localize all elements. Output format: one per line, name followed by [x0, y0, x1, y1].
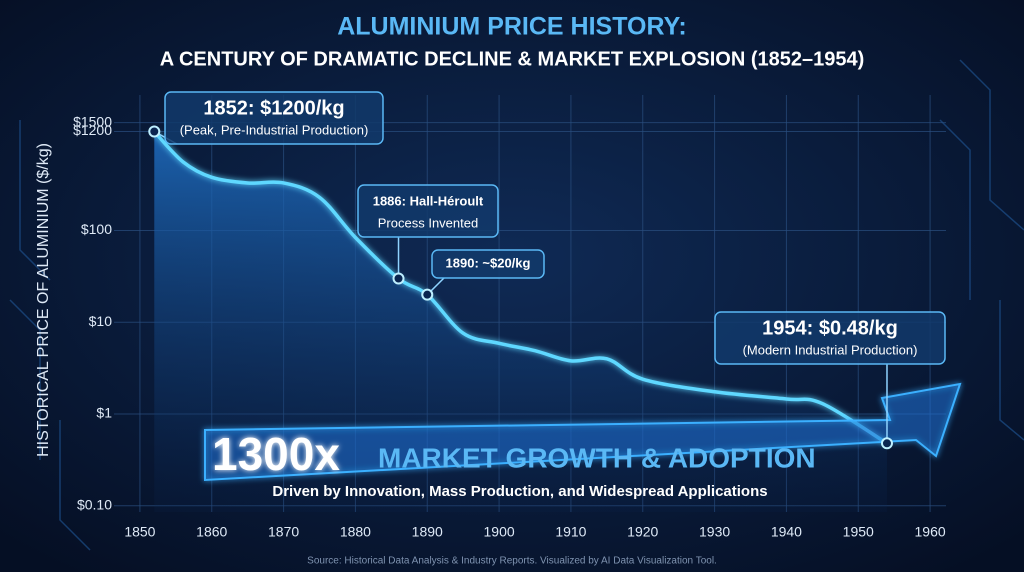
y-axis-label: HISTORICAL PRICE OF ALUMINIUM ($/kg): [35, 143, 52, 457]
x-tick-label: 1930: [699, 524, 730, 540]
x-tick-label: 1920: [627, 524, 658, 540]
callout-box: [714, 311, 946, 365]
y-tick-label: $0.10: [77, 496, 112, 512]
y-tick-label: $1500: [73, 113, 112, 129]
x-tick-label: 1960: [915, 524, 946, 540]
x-tick-label: 1850: [124, 524, 155, 540]
y-tick-label: $100: [81, 221, 112, 237]
annotations: 1852: $1200/kg (Peak, Pre-Industrial Prod…: [148, 91, 946, 450]
x-tick-label: 1940: [771, 524, 802, 540]
x-tick-label: 1910: [555, 524, 586, 540]
price-line: [153, 130, 888, 445]
y-tick-label: $1: [96, 405, 112, 421]
y-tick-label: $1200: [73, 122, 112, 138]
y-tick-label: $10: [89, 313, 113, 329]
highlight-point: [421, 288, 434, 301]
highlight-point: [880, 437, 893, 450]
x-tick-label: 1860: [196, 524, 227, 540]
x-tick-label: 1870: [268, 524, 299, 540]
highlight-point: [392, 272, 405, 285]
growth-arrow: [204, 382, 962, 482]
callout-detail: (Modern Industrial Production): [743, 342, 918, 357]
price-area: [154, 131, 887, 512]
chart-subtitle: A CENTURY OF DRAMATIC DECLINE & MARKET E…: [160, 48, 865, 70]
x-tick-label: 1890: [412, 524, 443, 540]
callout-title: 1886: Hall-Héroult: [373, 193, 484, 208]
callout-detail: Process Invented: [378, 215, 478, 230]
x-tick-label: 1880: [340, 524, 371, 540]
callout-title: 1852: $1200/kg: [203, 97, 344, 119]
callout-box: [357, 184, 499, 238]
circuit-decoration: [9, 59, 1024, 551]
plot: [153, 130, 888, 512]
callout-title: 1890: ~$20/kg: [446, 255, 531, 270]
x-tick-label: 1900: [484, 524, 515, 540]
source-note: Source: Historical Data Analysis & Indus…: [307, 556, 717, 567]
chart-title: ALUMINIUM PRICE HISTORY:: [337, 13, 687, 41]
highlight-point: [148, 125, 161, 138]
callout-box: [164, 91, 384, 145]
callout-box: [431, 249, 545, 279]
growth-figure: 1300x: [212, 428, 340, 480]
x-tick-label: 1950: [843, 524, 874, 540]
callout-title: 1954: $0.48/kg: [762, 317, 898, 339]
callout-detail: (Peak, Pre-Industrial Production): [180, 122, 369, 137]
growth-headline: MARKET GROWTH & ADOPTION: [378, 442, 816, 473]
growth-caption: Driven by Innovation, Mass Production, a…: [272, 483, 767, 500]
